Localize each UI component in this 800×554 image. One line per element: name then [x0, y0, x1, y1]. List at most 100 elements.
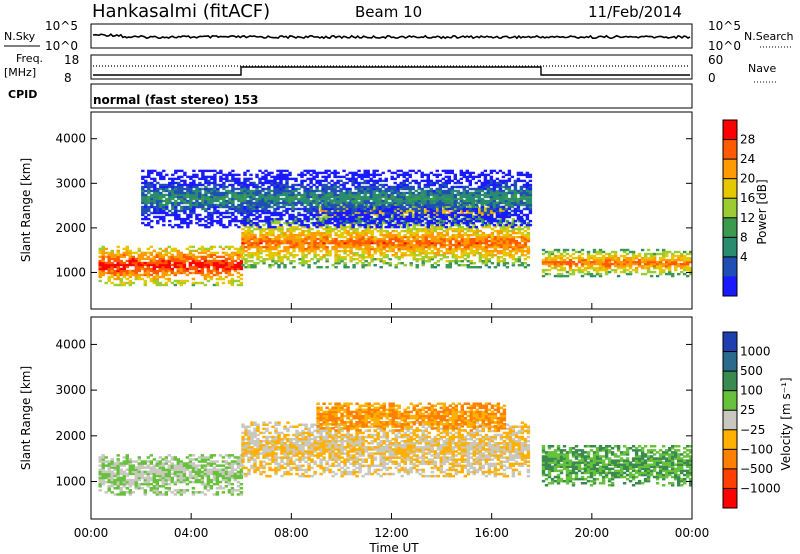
- power-cell: [403, 235, 407, 239]
- power-cell: [408, 185, 412, 189]
- power-cell: [234, 215, 238, 219]
- power-cell: [213, 169, 217, 173]
- power-cell: [435, 187, 439, 191]
- power-cell: [466, 260, 470, 263]
- power-cell: [231, 169, 235, 173]
- power-cell: [307, 227, 311, 231]
- power-cell: [207, 197, 211, 201]
- power-cell: [409, 264, 413, 267]
- power-cell: [256, 237, 260, 241]
- power-cell: [348, 201, 352, 205]
- power-cell: [339, 215, 343, 219]
- power-cell: [158, 251, 162, 255]
- power-cell: [306, 193, 310, 197]
- power-cell: [441, 217, 445, 221]
- power-cell: [201, 203, 205, 207]
- power-cell: [390, 187, 394, 191]
- power-cell: [388, 247, 392, 251]
- power-cell: [414, 221, 418, 225]
- cpid-label: CPID: [8, 88, 37, 101]
- power-cell: [179, 251, 183, 255]
- power-cell: [309, 205, 313, 209]
- power-cell: [309, 185, 313, 189]
- power-cell: [210, 219, 214, 223]
- power-cell: [390, 175, 394, 179]
- power-cell: [189, 177, 193, 181]
- power-cell: [411, 219, 415, 223]
- power-cell: [125, 249, 129, 253]
- power-cell: [478, 239, 482, 243]
- power-cell: [165, 183, 169, 187]
- power-cell: [327, 221, 331, 225]
- power-cell: [444, 201, 448, 205]
- power-cell: [420, 173, 424, 177]
- power-cell: [186, 223, 190, 227]
- power-cell: [334, 239, 338, 243]
- power-cell: [360, 223, 364, 227]
- power-cell: [372, 201, 376, 205]
- power-cell: [492, 201, 497, 205]
- power-cell: [493, 247, 498, 251]
- power-cell: [493, 211, 498, 214]
- power-cell: [219, 205, 223, 209]
- power-cell: [282, 191, 286, 195]
- power-cell: [469, 217, 473, 220]
- power-cell: [156, 203, 160, 207]
- power-cell: [487, 249, 492, 253]
- power-cell: [349, 245, 353, 249]
- power-cell: [448, 260, 452, 263]
- power-cell: [370, 258, 374, 261]
- power-cell: [228, 191, 232, 195]
- power-cell: [502, 243, 507, 247]
- power-cell: [378, 217, 382, 221]
- power-cell: [355, 217, 359, 220]
- power-cell: [194, 257, 199, 261]
- power-cell: [252, 203, 256, 207]
- power-cell: [379, 209, 383, 212]
- power-cell: [478, 241, 482, 245]
- power-cell: [273, 175, 277, 179]
- power-cell: [415, 219, 419, 222]
- power-cell: [221, 265, 226, 269]
- power-cell: [227, 267, 232, 271]
- power-cell: [253, 237, 257, 241]
- power-cell: [414, 203, 418, 207]
- power-cell: [501, 185, 506, 189]
- power-cell: [417, 185, 421, 189]
- power-cell: [268, 258, 272, 261]
- power-cell: [143, 253, 147, 257]
- power-cell: [292, 221, 296, 225]
- power-cell: [471, 197, 475, 201]
- power-cell: [325, 231, 329, 235]
- power-cell: [502, 249, 507, 253]
- power-cell: [230, 259, 235, 263]
- power-cell: [361, 249, 365, 253]
- power-cell: [387, 209, 391, 213]
- power-cell: [191, 257, 196, 261]
- power-cell: [236, 261, 241, 265]
- power-cell: [492, 179, 497, 183]
- power-cell: [285, 193, 289, 197]
- power-cell: [319, 219, 323, 223]
- power-cell: [240, 221, 244, 225]
- power-cell: [198, 219, 202, 223]
- power-cell: [459, 173, 463, 177]
- power-cell: [261, 197, 265, 201]
- power-cell: [204, 209, 208, 213]
- power-cell: [324, 179, 328, 183]
- power-cell: [195, 201, 199, 205]
- power-cell: [98, 259, 102, 263]
- power-cell: [249, 193, 253, 197]
- power-cell: [322, 215, 326, 218]
- power-cell: [420, 171, 424, 175]
- power-cell: [358, 235, 362, 239]
- power-cell: [355, 262, 359, 265]
- power-cell: [465, 175, 469, 179]
- power-cell: [436, 231, 440, 235]
- power-cell: [456, 189, 460, 193]
- power-cell: [182, 281, 187, 285]
- power-cell: [186, 183, 190, 187]
- power-cell: [150, 199, 154, 203]
- power-cell: [153, 205, 157, 209]
- power-cell: [230, 251, 235, 255]
